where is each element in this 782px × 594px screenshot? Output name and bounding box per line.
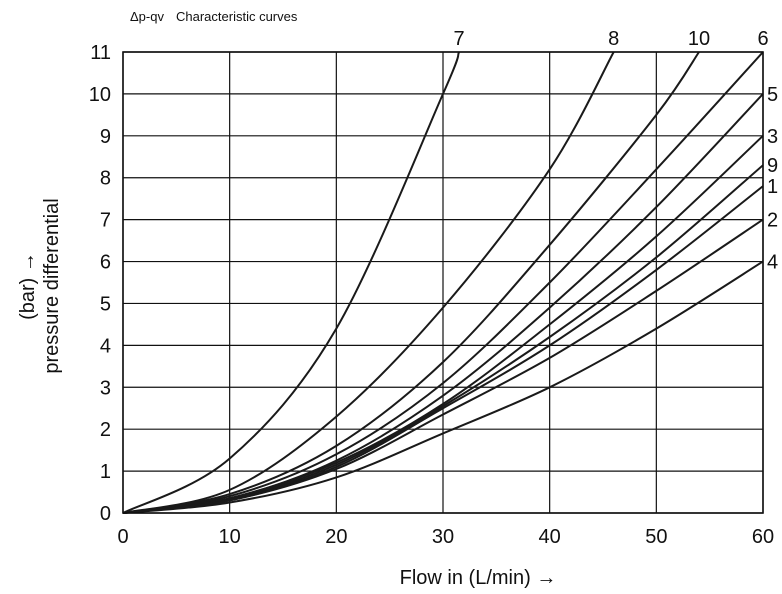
curve-3 [122, 135, 764, 514]
y-tick-label: 5 [100, 293, 111, 315]
x-tick-label: 0 [117, 526, 128, 548]
curve-6 [122, 51, 764, 514]
y-tick-label: 1 [100, 461, 111, 483]
plot-frame [122, 51, 764, 514]
y-tick-label: 7 [100, 210, 111, 232]
y-tick-label: 8 [100, 168, 111, 190]
chart-title-symbol: Δp-qv [130, 9, 164, 24]
x-tick-label: 40 [539, 526, 561, 548]
x-axis-title: Flow in (L/min) → [400, 567, 557, 589]
x-tick-label: 30 [432, 526, 454, 548]
curve-label-6: 6 [757, 28, 768, 50]
y-tick-label: 10 [89, 84, 111, 106]
y-tick-label: 11 [90, 42, 111, 64]
grid [122, 51, 764, 514]
curve-label-2: 2 [767, 210, 778, 232]
curve-label-1: 1 [767, 176, 778, 198]
y-axis-title: pressure differential [41, 198, 63, 373]
y-axis-unit: (bar) → [17, 252, 39, 320]
x-tick-label: 10 [219, 526, 241, 548]
curves [122, 51, 764, 514]
curve-label-3: 3 [767, 126, 778, 148]
curve-4 [122, 260, 764, 514]
y-tick-label: 0 [100, 503, 111, 525]
curve-label-8: 8 [608, 28, 619, 50]
curve-10 [122, 51, 700, 514]
curve-label-7: 7 [453, 28, 464, 50]
curve-label-5: 5 [767, 84, 778, 106]
curve-7 [122, 51, 460, 514]
curve-label-10: 10 [688, 28, 710, 50]
chart-title: Characteristic curves [176, 9, 298, 24]
y-tick-label: 2 [100, 419, 111, 441]
x-tick-label: 20 [325, 526, 347, 548]
curve-labels: 7 8 10 6 5 3 91 2 4 [453, 28, 778, 274]
curve-8 [122, 51, 615, 514]
y-tick-label: 6 [100, 252, 111, 274]
x-tick-label: 60 [752, 526, 774, 548]
curve-2 [122, 218, 764, 514]
y-tick-label: 3 [100, 377, 111, 399]
y-tick-label: 4 [100, 335, 111, 357]
tick-labels: 0 10 20 30 40 50 60 0 1 2 3 4 5 6 7 8 9 10 11 [89, 42, 774, 548]
y-tick-label: 9 [100, 126, 111, 148]
x-tick-label: 50 [645, 526, 667, 548]
curve-label-4: 4 [767, 252, 778, 274]
curve-label-9: 9 [767, 155, 778, 177]
